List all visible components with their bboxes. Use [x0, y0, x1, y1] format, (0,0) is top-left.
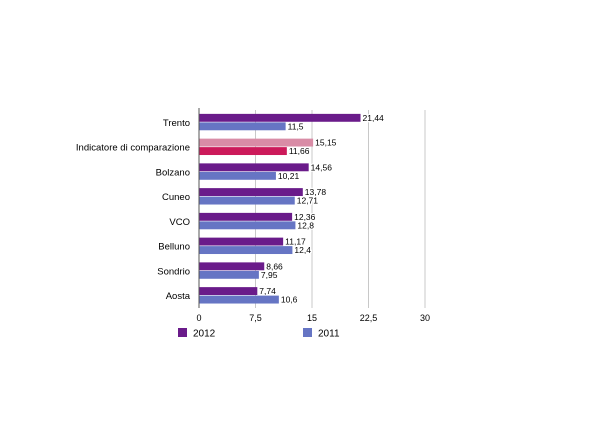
bar-2011 [199, 171, 276, 180]
x-tick-label: 22,5 [360, 313, 378, 323]
bar-2011 [199, 147, 287, 156]
bar-2011 [199, 221, 296, 230]
category-label: Bolzano [156, 167, 190, 178]
bar-2011 [199, 122, 286, 131]
x-tick-label: 15 [307, 313, 317, 323]
bar-2011 [199, 295, 279, 304]
category-label: VCO [169, 217, 190, 228]
data-label: 12,8 [297, 220, 314, 230]
bar-2012 [199, 237, 284, 246]
data-label: 11,17 [285, 237, 306, 247]
bar-2012 [199, 138, 314, 147]
bar-2011 [199, 246, 293, 255]
x-tick-label: 0 [196, 313, 201, 323]
bar-2011 [199, 196, 295, 205]
data-label: 10,6 [281, 295, 298, 305]
bar-2012 [199, 287, 258, 296]
data-label: 7,74 [259, 286, 276, 296]
legend-label: 2011 [318, 329, 340, 340]
data-label: 13,78 [305, 187, 327, 197]
data-label: 12,36 [294, 212, 316, 222]
data-label: 7,95 [261, 270, 278, 280]
data-label: 11,5 [288, 121, 304, 131]
data-label: 12,71 [297, 196, 319, 206]
category-label: Cuneo [162, 192, 190, 203]
legend-label: 2012 [193, 329, 216, 340]
category-label: Belluno [158, 242, 190, 253]
data-label: 10,21 [278, 171, 300, 181]
x-tick-label: 7,5 [249, 313, 262, 323]
bar-2012 [199, 188, 303, 197]
data-label: 21,44 [363, 113, 385, 123]
bar-2012 [199, 262, 265, 271]
legend-swatch [303, 328, 312, 337]
category-label: Aosta [166, 291, 191, 302]
x-tick-label: 30 [420, 313, 430, 323]
bar-2011 [199, 270, 259, 279]
data-label: 12,4 [294, 245, 311, 255]
bar-2012 [199, 212, 293, 221]
data-label: 15,15 [315, 138, 337, 148]
bar-2012 [199, 163, 309, 172]
data-label: 8,66 [266, 261, 283, 271]
bar-2012 [199, 113, 361, 122]
legend-swatch [178, 328, 187, 337]
category-label: Sondrio [157, 266, 190, 277]
data-label: 14,56 [311, 162, 333, 172]
category-label: Trento [163, 118, 190, 129]
category-label: Indicatore di comparazione [76, 143, 190, 154]
data-label: 11,66 [289, 146, 310, 156]
